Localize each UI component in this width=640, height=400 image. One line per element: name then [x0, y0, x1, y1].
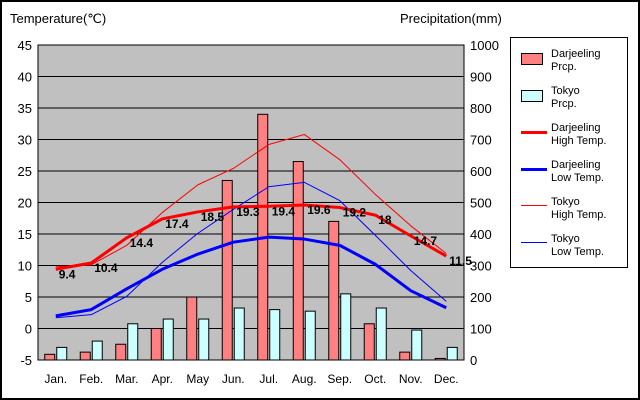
x-tick-label: Nov. [399, 372, 423, 386]
legend-line-swatch [521, 205, 547, 206]
bar-darjeeling-prcp--nov [399, 351, 411, 361]
x-tick-label: Mar. [115, 372, 138, 386]
legend-item: Tokyo High Temp. [515, 192, 627, 226]
data-label-sep: 19.2 [343, 206, 367, 220]
data-label-oct: 18 [378, 213, 392, 227]
y-left-tick-label: 30 [18, 133, 32, 148]
bar-tokyo-prcp--may [198, 318, 210, 361]
y-right-tick-label: 1000 [470, 38, 499, 53]
bar-darjeeling-prcp--apr [150, 328, 162, 361]
bar-tokyo-prcp--apr [162, 318, 174, 361]
bar-tokyo-prcp--aug [304, 310, 316, 361]
y-left-tick-label: 10 [18, 259, 32, 274]
legend-label: Darjeeling Prcp. [551, 48, 601, 73]
x-tick-label: Jul. [259, 372, 278, 386]
line-darjeeling-low-temp- [55, 235, 447, 318]
data-label-feb: 10.4 [94, 261, 118, 275]
bar-tokyo-prcp--oct [375, 307, 387, 361]
y-right-tick-label: 200 [470, 290, 492, 305]
bar-darjeeling-prcp--oct [363, 323, 375, 361]
bar-tokyo-prcp--jul [269, 309, 281, 361]
x-tick-label: Jan. [44, 372, 67, 386]
plot-border [37, 44, 465, 361]
bar-tokyo-prcp--dec [446, 346, 458, 361]
legend-line-swatch [521, 131, 547, 134]
legend-item: Tokyo Low Temp. [515, 229, 627, 263]
legend-item: Tokyo Prcp. [515, 81, 627, 115]
bar-darjeeling-prcp--aug [292, 161, 304, 361]
y-axis-right-label: Precipitation(mm) [400, 11, 502, 26]
y-right-tick-label: 400 [470, 227, 492, 242]
data-label-apr: 17.4 [165, 217, 189, 231]
line-darjeeling-high-temp- [55, 203, 447, 271]
y-right-tick-label: 100 [470, 322, 492, 337]
y-axis-left-label: Temperature(℃) [10, 11, 107, 26]
legend: Darjeeling Prcp. Tokyo Prcp. Darjeeling High … [510, 37, 628, 268]
y-right-tick-label: 800 [470, 101, 492, 116]
y-left-tick-label: 25 [18, 164, 32, 179]
legend-swatch [521, 53, 543, 65]
x-tick-label: Feb. [79, 372, 103, 386]
y-right-tick-label: 0 [470, 353, 477, 368]
y-left-tick-label: 0 [25, 322, 32, 337]
data-label-may: 18.5 [201, 210, 225, 224]
bar-tokyo-prcp--jan [56, 346, 68, 361]
y-left-tick-label: -5 [20, 353, 32, 368]
y-right-tick-label: 700 [470, 133, 492, 148]
legend-label: Tokyo Low Temp. [551, 233, 604, 258]
data-label-aug: 19.6 [307, 203, 331, 217]
legend-item: Darjeeling Low Temp. [515, 155, 627, 189]
legend-label: Darjeeling Low Temp. [551, 159, 604, 184]
data-label-jun: 19.3 [236, 205, 260, 219]
bar-darjeeling-prcp--mar [115, 343, 127, 361]
y-left-tick-label: 15 [18, 227, 32, 242]
x-tick-label: Oct. [364, 372, 386, 386]
legend-swatch [521, 90, 543, 102]
legend-item: Darjeeling High Temp. [515, 118, 627, 152]
x-tick-label: Sep. [327, 372, 352, 386]
x-tick-label: Dec. [434, 372, 459, 386]
data-label-jul: 19.4 [272, 204, 296, 218]
y-left-tick-label: 35 [18, 101, 32, 116]
y-right-tick-label: 900 [470, 70, 492, 85]
bar-tokyo-prcp--sep [340, 293, 352, 361]
y-left-tick-label: 40 [18, 70, 32, 85]
legend-label: Tokyo High Temp. [551, 196, 607, 221]
bar-darjeeling-prcp--may [186, 296, 198, 361]
data-label-nov: 14.7 [414, 234, 438, 248]
y-left-tick-label: 20 [18, 196, 32, 211]
line-tokyo-low-temp- [55, 181, 447, 319]
bar-tokyo-prcp--mar [127, 323, 139, 361]
data-label-jan: 9.4 [59, 267, 76, 281]
legend-label: Darjeeling High Temp. [551, 122, 607, 147]
data-label-dec: 11.5 [449, 254, 472, 268]
legend-item: Darjeeling Prcp. [515, 44, 627, 78]
y-left-tick-label: 45 [18, 38, 32, 53]
legend-label: Tokyo Prcp. [551, 85, 580, 110]
data-label-mar: 14.4 [130, 236, 154, 250]
legend-line-swatch [521, 242, 547, 243]
x-tick-label: Aug. [292, 372, 317, 386]
bar-tokyo-prcp--feb [91, 340, 103, 361]
x-tick-label: May [186, 372, 209, 386]
y-right-tick-label: 500 [470, 196, 492, 211]
y-left-tick-label: 5 [25, 290, 32, 305]
legend-line-swatch [521, 168, 547, 171]
y-right-tick-label: 600 [470, 164, 492, 179]
bar-darjeeling-prcp--jan [44, 353, 56, 361]
bar-tokyo-prcp--jun [233, 307, 245, 361]
bar-tokyo-prcp--nov [411, 329, 423, 361]
line-tokyo-high-temp- [55, 133, 447, 268]
x-tick-label: Jun. [222, 372, 245, 386]
x-tick-label: Apr. [152, 372, 173, 386]
bar-darjeeling-prcp--feb [79, 351, 91, 361]
y-right-tick-label: 300 [470, 259, 492, 274]
